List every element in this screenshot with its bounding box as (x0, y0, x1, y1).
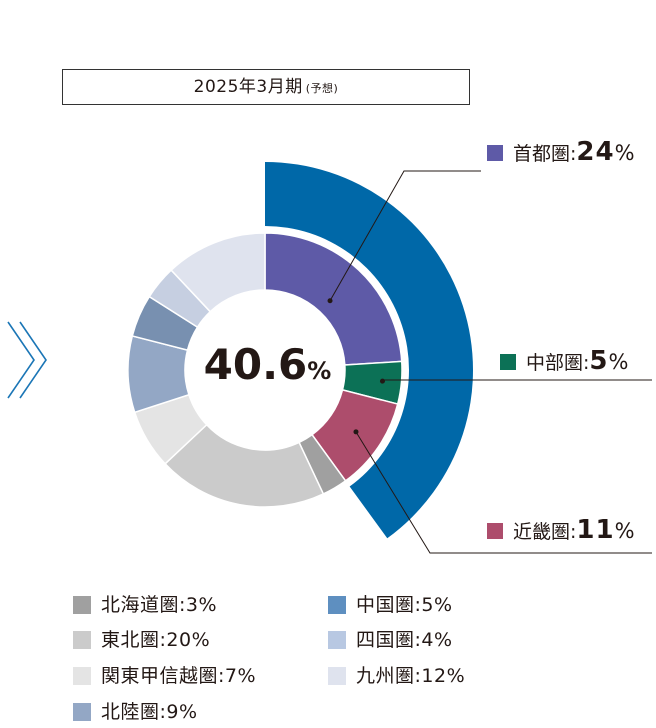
callout-unit: % (614, 519, 635, 543)
legend-swatch (73, 631, 91, 649)
legend-swatch (73, 596, 91, 614)
legend-swatch (328, 667, 346, 685)
callout-unit: % (614, 141, 635, 165)
leader-dot-近畿圏 (353, 429, 359, 435)
legend-item: 中国圏:5% (328, 593, 453, 617)
slice-首都圏 (264, 232, 403, 366)
legend-item: 東北圏:20% (73, 628, 210, 652)
legend-label: 四国圏:4% (356, 629, 453, 651)
callout-chubu: 中部圏:5% (500, 346, 628, 376)
slice-九州圏 (170, 232, 266, 313)
outer-highlight-arc (265, 162, 473, 539)
center-unit: % (307, 357, 332, 385)
callout-swatch (500, 354, 516, 370)
callout-value: 24 (576, 137, 615, 167)
legend-label: 関東甲信越圏:7% (101, 665, 257, 687)
legend-label: 北海道圏:3% (101, 594, 218, 616)
legend-swatch (73, 667, 91, 685)
center-value: 40.6 (203, 340, 308, 389)
period-title-text: 2025年3月期 (193, 77, 303, 97)
legend-label: 東北圏:20% (101, 629, 211, 651)
legend-swatch (328, 631, 346, 649)
callout-unit: % (608, 350, 629, 374)
callout-label: 中部圏: (526, 352, 590, 374)
callout-label: 近畿圏: (513, 521, 577, 543)
legend-swatch (328, 596, 346, 614)
legend-item: 四国圏:4% (328, 628, 453, 652)
chevron-icon (7, 321, 35, 399)
legend-item: 北海道圏:3% (73, 593, 217, 617)
chevron-icon (19, 321, 47, 399)
period-note: (予想) (305, 82, 339, 95)
legend-item: 関東甲信越圏:7% (73, 664, 256, 688)
legend-label: 九州圏:12% (356, 665, 466, 687)
callout-swatch (487, 523, 503, 539)
leader-dot-首都圏 (327, 298, 333, 304)
callout-shutoken: 首都圏:24% (487, 137, 635, 167)
leader-line-近畿圏 (355, 431, 652, 554)
legend-label: 北陸圏:9% (101, 701, 198, 723)
legend-item: 北陸圏:9% (73, 700, 198, 724)
callout-value: 11 (576, 515, 615, 545)
leader-dot-中部圏 (379, 378, 385, 384)
legend-label: 中国圏:5% (356, 594, 453, 616)
callout-label: 首都圏: (513, 143, 577, 165)
callout-value: 5 (589, 346, 609, 376)
legend-item: 九州圏:12% (328, 664, 465, 688)
period-title: 2025年3月期 (予想) (62, 69, 470, 105)
leader-line-首都圏 (329, 170, 481, 301)
callout-kinki: 近畿圏:11% (487, 515, 635, 545)
legend-swatch (73, 703, 91, 721)
callout-swatch (487, 145, 503, 161)
center-percentage: 40.6% (195, 340, 340, 389)
